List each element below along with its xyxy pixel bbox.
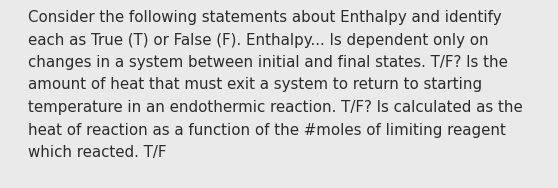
Text: heat of reaction as a function of the #moles of limiting reagent: heat of reaction as a function of the #m… (28, 123, 506, 137)
Text: temperature in an endothermic reaction. T/F? Is calculated as the: temperature in an endothermic reaction. … (28, 100, 523, 115)
Text: amount of heat that must exit a system to return to starting: amount of heat that must exit a system t… (28, 77, 482, 92)
Text: each as True (T) or False (F). Enthalpy... Is dependent only on: each as True (T) or False (F). Enthalpy.… (28, 33, 489, 48)
Text: which reacted. T/F: which reacted. T/F (28, 145, 166, 160)
Text: Consider the following statements about Enthalpy and identify: Consider the following statements about … (28, 10, 502, 25)
Text: changes in a system between initial and final states. T/F? Is the: changes in a system between initial and … (28, 55, 508, 70)
